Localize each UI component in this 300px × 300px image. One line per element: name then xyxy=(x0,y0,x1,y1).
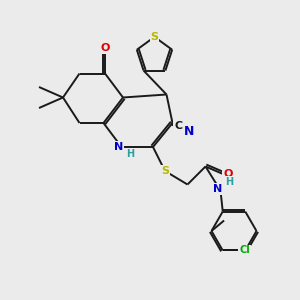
Text: Cl: Cl xyxy=(239,245,250,256)
Text: S: S xyxy=(161,166,169,176)
Text: N: N xyxy=(114,142,123,152)
Text: O: O xyxy=(223,169,233,179)
Text: N: N xyxy=(213,184,222,194)
Text: N: N xyxy=(184,125,194,139)
Text: H: H xyxy=(126,148,134,159)
Text: O: O xyxy=(100,43,110,53)
Text: S: S xyxy=(151,32,158,42)
Text: C: C xyxy=(174,121,182,131)
Text: H: H xyxy=(225,177,233,187)
